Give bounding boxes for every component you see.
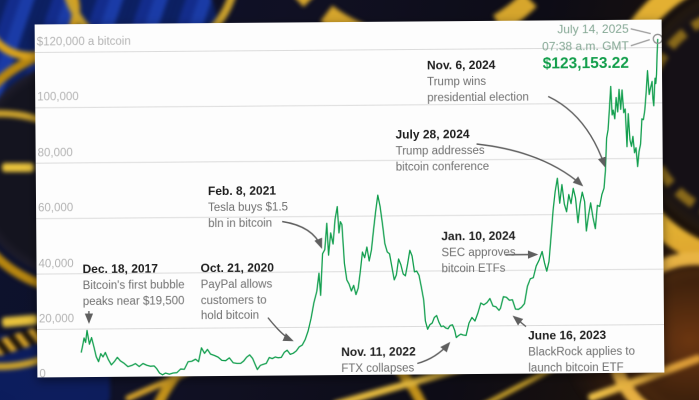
annotation-text: bitcoin ETFs bbox=[441, 262, 506, 275]
annotation-arrow bbox=[476, 143, 584, 187]
y-axis-label: 40,000 bbox=[38, 258, 74, 271]
annotation-date: Feb. 8, 2021 bbox=[207, 183, 277, 199]
gridline bbox=[34, 47, 662, 53]
annotation-dec-2017: Dec. 18, 2017 Bitcoin's first bubble peaks… bbox=[82, 261, 184, 310]
annotation-text: peaks near $19,500 bbox=[82, 294, 185, 308]
y-axis-label: 20,000 bbox=[38, 313, 75, 326]
gold-tick bbox=[2, 163, 34, 172]
price-chart-svg bbox=[34, 28, 665, 376]
gridline bbox=[37, 324, 665, 330]
annotation-arrow bbox=[512, 315, 527, 328]
gridline bbox=[35, 157, 663, 164]
annotation-oct-2020: Oct. 21, 2020 PayPal allows customers to ho… bbox=[200, 261, 274, 325]
annotation-text: customers to bbox=[200, 294, 267, 307]
annotation-text: SEC approves bbox=[441, 246, 516, 260]
annotation-text: PayPal allows bbox=[200, 278, 273, 292]
annotation-arrow bbox=[417, 341, 451, 365]
annotation-feb-2021: Feb. 8, 2021 Tesla buys $1.5 bln in bitcoi… bbox=[208, 183, 288, 232]
y-axis-label: 100,000 bbox=[37, 91, 79, 104]
annotation-jun-2023: June 16, 2023 BlackRock applies to launch … bbox=[528, 328, 635, 377]
annotation-arrow bbox=[282, 220, 323, 249]
y-axis-label: 60,000 bbox=[38, 202, 74, 215]
annotation-date: Jan. 10, 2024 bbox=[441, 228, 516, 244]
annotation-date: June 16, 2023 bbox=[528, 327, 607, 343]
annotation-text: presidential election bbox=[427, 91, 529, 104]
gridline bbox=[36, 213, 664, 220]
annotation-date: Nov. 6, 2024 bbox=[426, 57, 496, 73]
annotation-text: bln in bitcoin bbox=[208, 217, 273, 230]
current-price-leader-lines bbox=[630, 28, 651, 47]
leader-line bbox=[630, 39, 650, 47]
annotation-text: hold bitcoin bbox=[200, 309, 260, 323]
bitcoin-price-line bbox=[80, 38, 659, 376]
current-date-label: July 14, 2025 bbox=[557, 21, 629, 37]
annotation-nov-2024: Nov. 6, 2024 Trump wins presidential elect… bbox=[427, 58, 529, 107]
annotation-jul-2024: July 28, 2024 Trump addresses bitcoin conf… bbox=[395, 127, 489, 176]
gridlines bbox=[34, 47, 665, 330]
gridline bbox=[35, 102, 663, 109]
current-price-block: July 14, 2025 07:38 a.m. GMT $123,153.22 bbox=[542, 21, 629, 74]
annotation-date: Oct. 21, 2020 bbox=[200, 260, 274, 276]
annotation-text: Trump addresses bbox=[395, 144, 485, 158]
annotation-nov-2022: Nov. 11, 2022 FTX collapses bbox=[341, 344, 416, 377]
annotation-date: July 28, 2024 bbox=[395, 127, 470, 142]
annotation-text: Trump wins bbox=[427, 75, 487, 89]
gridline bbox=[36, 268, 664, 275]
annotation-text: Bitcoin's first bubble bbox=[82, 279, 185, 293]
leader-line bbox=[630, 28, 651, 35]
annotation-text: Tesla buys $1.5 bbox=[208, 201, 289, 215]
y-axis-label: 80,000 bbox=[37, 147, 73, 160]
current-price-label: $123,153.22 bbox=[542, 54, 630, 73]
annotation-date: Nov. 11, 2022 bbox=[341, 344, 416, 360]
annotation-text: bitcoin conference bbox=[395, 160, 490, 174]
annotation-arrow bbox=[547, 95, 606, 168]
annotation-date: Dec. 18, 2017 bbox=[82, 261, 159, 277]
current-time-label: 07:38 a.m. GMT bbox=[542, 38, 629, 53]
chart-panel: $120,000 a bitcoin 100,000 80,000 60,000 40,… bbox=[34, 19, 665, 378]
y-axis-label: $120,000 a bitcoin bbox=[36, 35, 131, 49]
y-axis-label: 0 bbox=[39, 368, 46, 378]
annotation-arrows bbox=[84, 95, 606, 365]
annotation-arrow bbox=[267, 317, 294, 342]
annotation-jan-2024: Jan. 10, 2024 SEC approves bitcoin ETFs bbox=[441, 229, 516, 278]
annotation-text: BlackRock applies to bbox=[528, 345, 636, 359]
